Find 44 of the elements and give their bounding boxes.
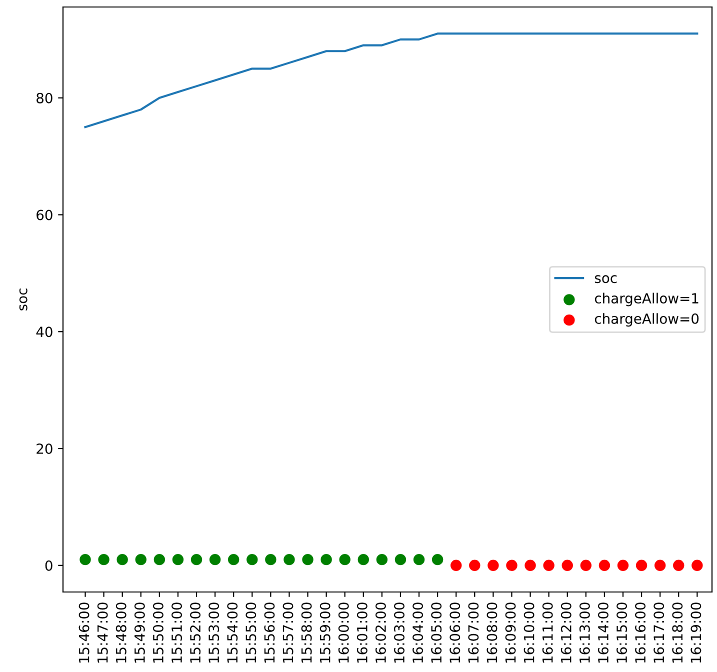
y-tick-label: 20 (36, 443, 52, 454)
x-tick-label: 15:53:00 (208, 602, 220, 663)
x-tick-label: 16:17:00 (654, 602, 664, 663)
x-tick-label: 15:56:00 (264, 602, 275, 663)
y-tick-label: 60 (36, 210, 52, 220)
x-tick-label: 16:10:00 (524, 602, 534, 663)
x-tick-label: 16:15:00 (616, 602, 628, 663)
x-tick-label: 15:47:00 (97, 602, 108, 663)
y-axis-title: soc (19, 288, 28, 310)
x-tick-label: 15:58:00 (301, 602, 312, 663)
x-tick-label: 15:59:00 (320, 602, 330, 663)
legend-label: chargeAllow=1 (594, 292, 698, 306)
y-tick-label: 40 (36, 326, 52, 338)
line-series (84, 32, 698, 128)
x-tick-label: 15:49:00 (134, 602, 145, 663)
x-tick-label: 16:08:00 (486, 602, 498, 663)
x-tick-label: 16:02:00 (375, 602, 386, 663)
x-tick-label: 15:52:00 (190, 602, 201, 663)
x-tick-label: 15:55:00 (246, 602, 256, 663)
x-tick-label: 16:03:00 (394, 602, 405, 663)
x-tick-label: 16:13:00 (579, 602, 590, 663)
x-tick-label: 16:12:00 (560, 602, 572, 663)
x-tick-label: 16:18:00 (672, 602, 683, 663)
x-tick-label: 16:04:00 (412, 602, 424, 663)
legend-label: chargeAllow=0 (594, 313, 699, 327)
x-tick-label: 16:19:00 (690, 602, 702, 663)
x-tick-label: 15:57:00 (282, 602, 294, 663)
x-tick-label: 16:09:00 (505, 602, 516, 663)
y-tick-label: 80 (36, 92, 52, 104)
x-tick-label: 16:11:00 (542, 602, 553, 663)
x-tick-label: 16:05:00 (431, 602, 442, 663)
x-tick-label: 16:06:00 (450, 602, 460, 663)
x-tick-label: 15:48:00 (116, 602, 126, 663)
legend-label: soc (594, 275, 617, 284)
x-tick-label: 16:16:00 (635, 602, 646, 663)
y-tick-label: 0 (45, 560, 52, 571)
x-tick-label: 16:00:00 (338, 602, 349, 663)
x-tick-label: 16:14:00 (598, 602, 608, 663)
x-tick-label: 15:46:00 (78, 602, 90, 663)
x-tick-label: 15:54:00 (227, 602, 238, 663)
x-tick-label: 15:51:00 (171, 602, 182, 663)
x-tick-label: 16:01:00 (356, 602, 368, 663)
x-tick-label: 16:07:00 (468, 602, 479, 663)
x-tick-label: 15:50:00 (152, 602, 164, 663)
